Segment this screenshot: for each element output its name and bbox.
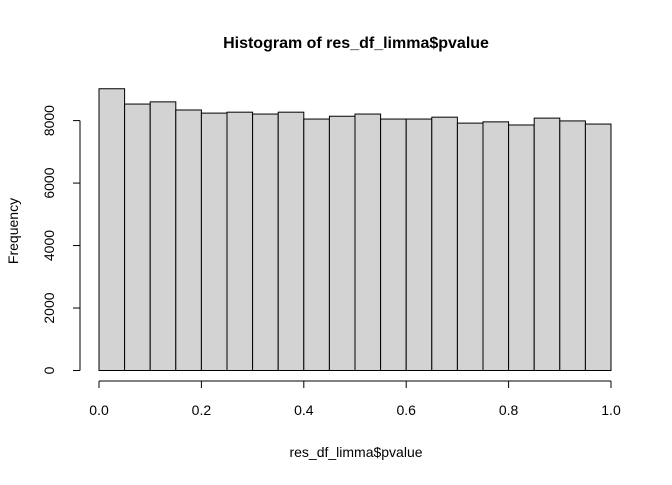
histogram-bar xyxy=(303,118,330,371)
y-tick-label: 4000 xyxy=(41,230,57,261)
y-tick-label: 8000 xyxy=(41,105,57,136)
histogram-bar xyxy=(149,101,177,371)
histogram-bar xyxy=(456,122,484,372)
y-axis-label: Frequency xyxy=(5,198,21,264)
histogram-bar xyxy=(508,124,535,371)
histogram-bar xyxy=(533,117,561,372)
histogram-bar xyxy=(559,120,586,371)
histogram-bar xyxy=(405,118,433,371)
y-tick-label: 0 xyxy=(41,366,57,374)
x-tick-label: 0.4 xyxy=(294,402,314,418)
histogram-bar xyxy=(175,109,202,372)
histogram-bar xyxy=(124,103,151,371)
x-tick-label: 1.0 xyxy=(601,402,621,418)
bars-layer xyxy=(98,88,612,372)
histogram-bar xyxy=(328,115,356,371)
histogram-bar xyxy=(252,113,279,371)
x-tick-label: 0.6 xyxy=(396,402,416,418)
histogram-bar xyxy=(277,111,305,372)
y-tick-label: 6000 xyxy=(41,167,57,198)
histogram-bar xyxy=(226,111,254,372)
histogram-bar xyxy=(482,121,510,371)
y-tick-label: 2000 xyxy=(41,292,57,323)
x-tick-label: 0.8 xyxy=(499,402,519,418)
histogram-bar xyxy=(354,113,382,371)
histogram-bar xyxy=(380,118,407,371)
histogram-bar xyxy=(584,123,612,371)
x-axis-label: res_df_limma$pvalue xyxy=(289,444,422,460)
x-tick-label: 0.0 xyxy=(89,402,109,418)
x-axis: 0.0 0.2 0.4 0.6 0.8 1.0 xyxy=(89,380,621,418)
histogram-bar xyxy=(200,112,228,372)
chart-title: Histogram of res_df_limma$pvalue xyxy=(223,35,489,52)
y-axis: 0 2000 4000 6000 8000 xyxy=(41,105,81,374)
x-tick-label: 0.2 xyxy=(192,402,212,418)
histogram-bar xyxy=(98,88,126,371)
histogram-bar xyxy=(431,116,458,371)
